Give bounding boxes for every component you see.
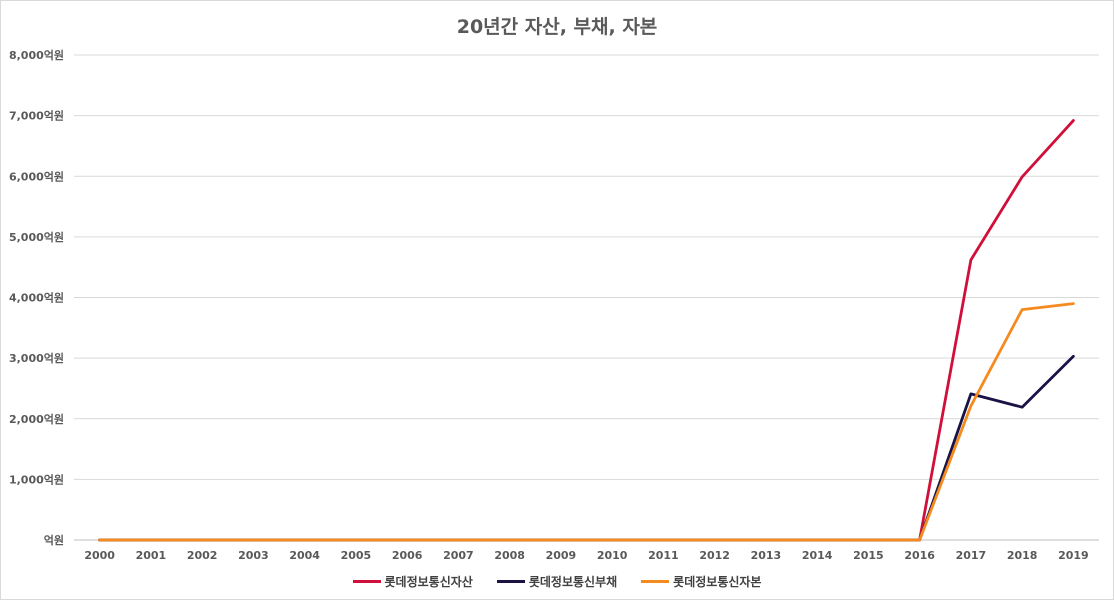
y-tick-label: 3,000억원: [9, 351, 64, 365]
x-tick-label: 2003: [238, 549, 269, 562]
x-tick-label: 2006: [392, 549, 423, 562]
legend-label: 롯데정보통신부채: [528, 575, 618, 589]
y-tick-label: 1,000억원: [9, 472, 64, 486]
x-axis-ticks: 2000 2001 2002 2003 2004 2005 2006 2007 2008 2009…: [84, 549, 1088, 562]
x-tick-label: 2019: [1058, 549, 1089, 562]
x-tick-label: 2004: [289, 549, 320, 562]
legend-swatch: [641, 580, 670, 583]
gridlines: [74, 54, 1099, 541]
legend: 롯데정보통신자산 롯데정보통신부채 롯데정보통신자본: [0, 572, 1114, 590]
legend-swatch: [496, 580, 525, 583]
y-tick-label: 억원: [44, 533, 64, 547]
chart-title: 20년간 자산, 부채, 자본: [456, 16, 658, 38]
series-lines: [98, 119, 1075, 542]
x-tick-label: 2013: [751, 549, 782, 562]
y-tick-label: 2,000억원: [9, 412, 64, 426]
x-tick-label: 2010: [597, 549, 628, 562]
legend-swatch: [352, 580, 381, 583]
x-tick-label: 2008: [494, 549, 525, 562]
legend-item-2: 롯데정보통신부채: [496, 573, 618, 590]
x-tick-label: 2001: [136, 549, 167, 562]
x-tick-label: 2002: [187, 549, 218, 562]
x-tick-label: 2011: [648, 549, 679, 562]
x-tick-label: 2009: [546, 549, 577, 562]
x-tick-label: 2014: [802, 549, 833, 562]
legend-item-1: 롯데정보통신자산: [352, 573, 473, 590]
y-tick-label: 7,000억원: [9, 109, 64, 123]
series-line-3: [98, 302, 1075, 542]
x-tick-label: 2007: [443, 549, 474, 562]
x-tick-label: 2015: [853, 549, 884, 562]
legend-label: 롯데정보통신자본: [673, 575, 762, 589]
y-axis-ticks: 억원 1,000억원 2,000억원 3,000억원 4,000억원 5,000억원 6,0…: [9, 48, 64, 547]
series-line-2: [98, 354, 1075, 542]
x-tick-label: 2018: [1007, 549, 1038, 562]
x-tick-label: 2012: [699, 549, 730, 562]
legend-item-3: 롯데정보통신자본: [641, 573, 761, 590]
series-line-1: [98, 119, 1075, 542]
x-tick-label: 2000: [84, 549, 115, 562]
y-tick-label: 8,000억원: [9, 48, 64, 62]
x-tick-label: 2005: [341, 549, 372, 562]
y-tick-label: 5,000억원: [9, 230, 64, 244]
legend-label: 롯데정보통신자산: [384, 575, 473, 589]
y-tick-label: 6,000억원: [9, 169, 64, 183]
x-tick-label: 2016: [904, 549, 935, 562]
y-tick-label: 4,000억원: [9, 291, 64, 305]
x-tick-label: 2017: [956, 549, 987, 562]
